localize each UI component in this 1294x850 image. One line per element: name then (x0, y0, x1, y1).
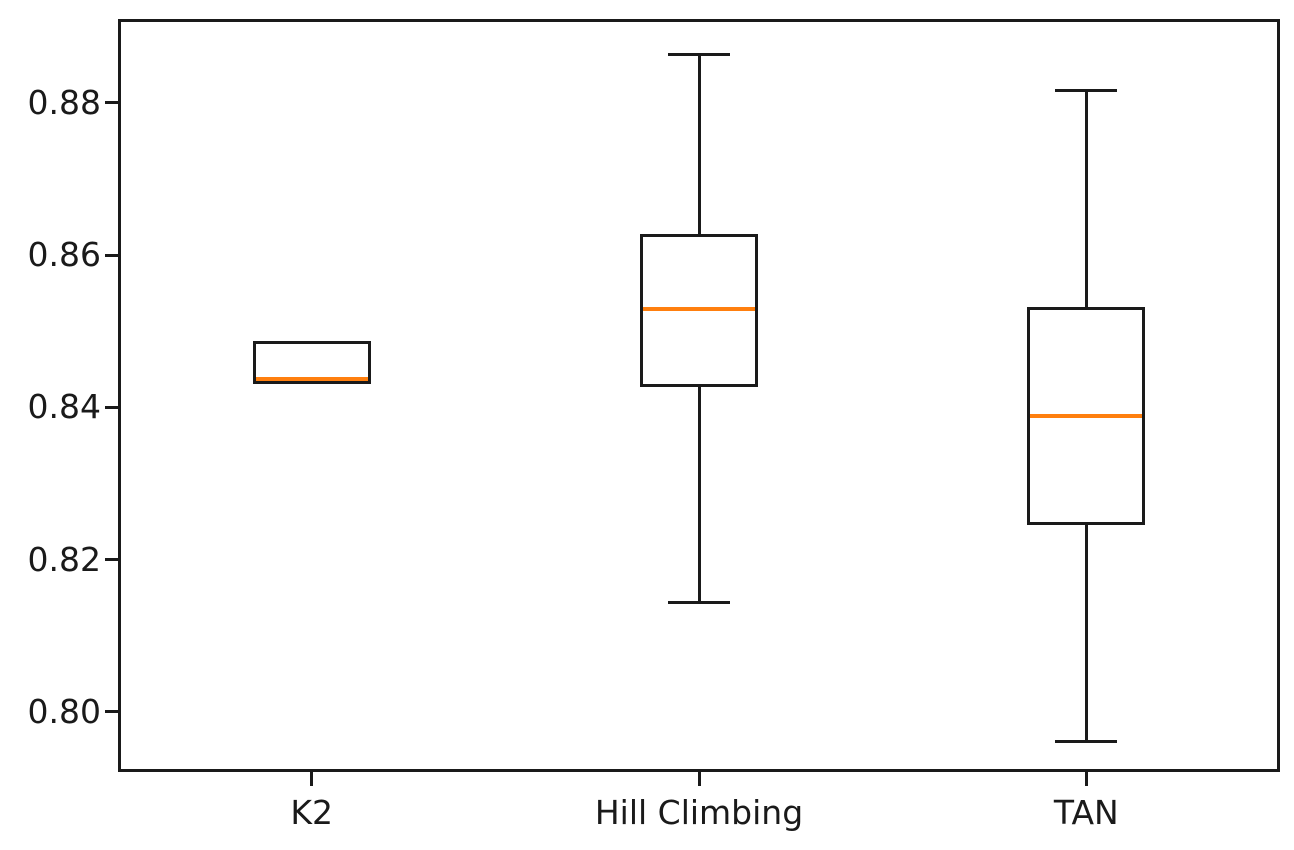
y-axis-tick-label: 0.82 (27, 539, 101, 579)
y-axis-tick-label: 0.80 (27, 691, 101, 731)
x-tick-mark (310, 772, 314, 786)
whisker-lower (697, 385, 701, 603)
median-line-hill-climbing (643, 307, 755, 312)
whisker-lower (1084, 523, 1088, 742)
plot-area (118, 19, 1280, 772)
y-tick-mark (105, 405, 118, 409)
x-axis-tick-label: K2 (290, 793, 333, 832)
y-tick-mark (105, 101, 118, 105)
whisker-upper (697, 54, 701, 236)
y-tick-mark (105, 710, 118, 714)
y-tick-mark (105, 558, 118, 562)
x-axis-tick-label: TAN (1053, 793, 1119, 832)
whisker-upper (1084, 90, 1088, 309)
y-axis-tick-label: 0.86 (27, 235, 101, 275)
box-k2 (252, 341, 371, 384)
median-line-tan (1030, 414, 1143, 419)
box-hill-climbing (640, 233, 758, 387)
x-tick-mark (697, 772, 701, 786)
plot-border (118, 19, 1280, 772)
whisker-cap-max (668, 53, 730, 57)
y-axis-tick-label: 0.84 (27, 387, 101, 427)
whisker-cap-min (1055, 740, 1118, 744)
box-tan (1027, 306, 1146, 526)
x-axis-tick-label: Hill Climbing (594, 793, 804, 832)
x-tick-mark (1084, 772, 1088, 786)
whisker-cap-max (1055, 89, 1118, 93)
whisker-cap-min (668, 601, 730, 605)
y-tick-mark (105, 253, 118, 257)
median-line-k2 (255, 377, 368, 382)
y-axis-tick-label: 0.88 (27, 82, 101, 122)
